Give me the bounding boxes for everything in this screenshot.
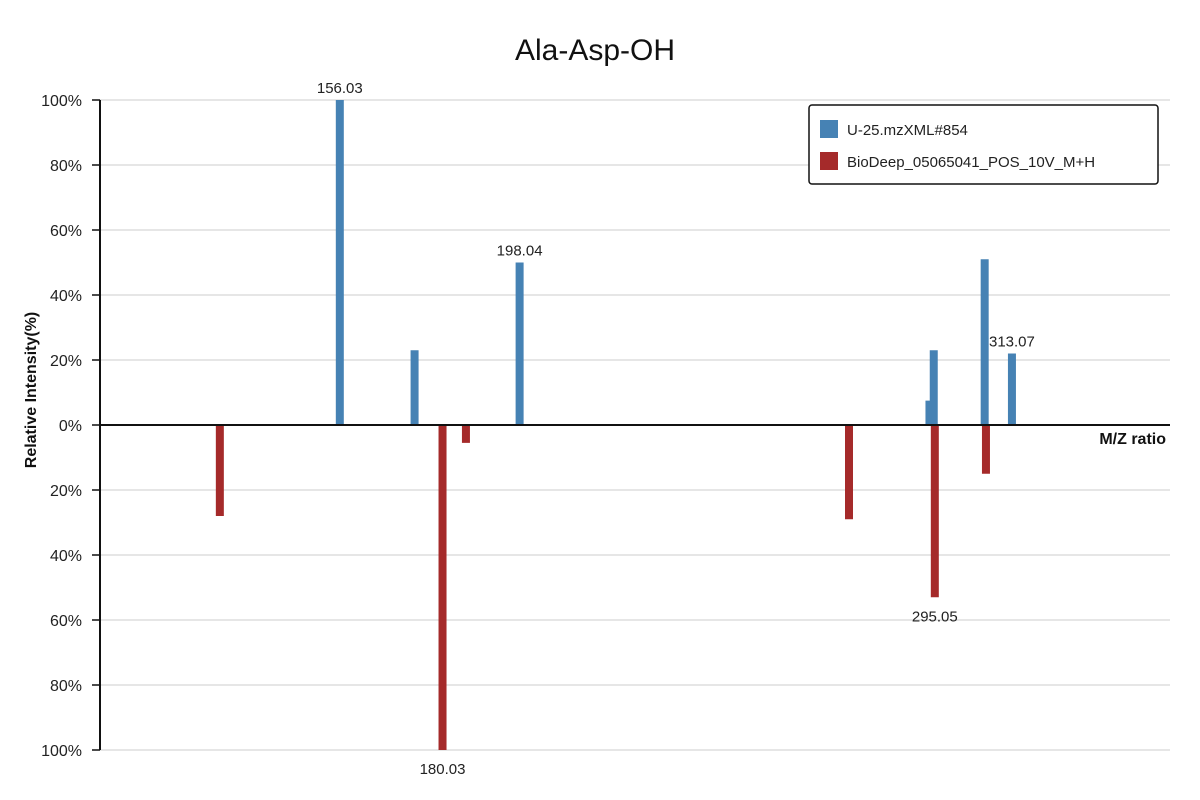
peak-bars: [215, 100, 1016, 750]
y-tick-label: 100%: [41, 743, 82, 760]
y-tick-label: 40%: [50, 288, 82, 305]
reference-peak-bar: [981, 425, 990, 474]
query-peak-bar: [925, 400, 934, 425]
y-tick-label: 60%: [50, 223, 82, 240]
peak-label: 295.05: [912, 608, 958, 625]
y-tick-label: 20%: [50, 353, 82, 370]
query-peak-bar: [410, 350, 419, 425]
reference-peak-bar: [845, 425, 853, 520]
reference-peak-bar: [930, 425, 939, 598]
y-tick-label: 80%: [50, 678, 82, 695]
legend-box: [808, 104, 1159, 185]
query-peak-bar: [929, 350, 938, 425]
peak-label: 156.03: [317, 80, 363, 97]
peak-label: 180.03: [420, 761, 466, 778]
query-peak-bar: [335, 100, 344, 425]
axes: 100% 80% 60% 40% 20% 0% 20% 40% 60% 80% 100%: [41, 93, 1170, 760]
peak-label: 198.04: [497, 243, 543, 260]
y-tick-label: 100%: [41, 93, 82, 110]
y-tick-label: 80%: [50, 158, 82, 175]
x-axis-title: M/Z ratio: [1099, 431, 1166, 448]
legend-label: U-25.mzXML#854: [847, 122, 968, 139]
chart-title: Ala-Asp-OH: [515, 34, 675, 67]
query-peak-bar: [1007, 353, 1016, 425]
y-tick-label: 20%: [50, 483, 82, 500]
legend-swatch: [820, 152, 838, 170]
grid-lines: [100, 99, 1170, 751]
reference-peak-bar: [461, 425, 470, 443]
y-axis-title: Relative Intensity(%): [23, 312, 40, 468]
legend: U-25.mzXML#854 BioDeep_05065041_POS_10V_M…: [808, 104, 1159, 185]
y-tick-label: 0%: [59, 418, 82, 435]
reference-peak-bar: [215, 425, 224, 516]
query-peak-bar: [515, 262, 524, 425]
reference-peak-bar: [438, 425, 447, 750]
legend-swatch: [820, 120, 838, 138]
peak-labels: 156.03 198.04 313.07 180.03 295.05: [317, 80, 1035, 778]
legend-label: BioDeep_05065041_POS_10V_M+H: [847, 154, 1095, 171]
y-tick-label: 40%: [50, 548, 82, 565]
query-peak-bar: [980, 259, 989, 425]
y-tick-label: 60%: [50, 613, 82, 630]
peak-label: 313.07: [989, 334, 1035, 351]
